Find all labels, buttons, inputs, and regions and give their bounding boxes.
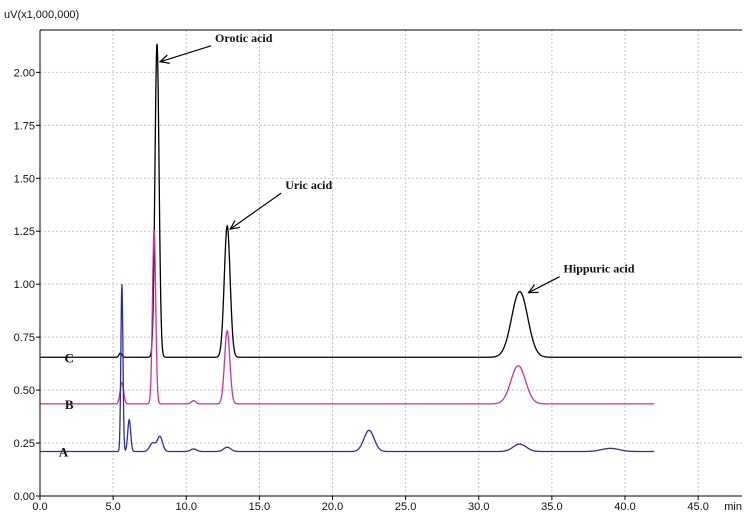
annotation-arrow-head — [158, 54, 170, 64]
y-tick-label: 1.50 — [14, 173, 35, 185]
trace-label-b: B — [65, 397, 74, 412]
ticks-layer: 0.0 5.0 10.0 15.0 20.0 25.0 30.0 35.0 40.0 45.0 0.… — [14, 67, 709, 512]
y-tick-label: 1.75 — [14, 120, 35, 132]
trace-label-a: A — [59, 445, 69, 460]
axis-layer — [39, 29, 742, 497]
y-tick-label: 0.25 — [14, 438, 35, 450]
annotation-arrow-head — [527, 284, 539, 294]
y-tick-label: 1.00 — [14, 279, 35, 291]
annotation-arrow-line — [159, 45, 212, 63]
grid-layer — [40, 30, 742, 496]
trace-b — [40, 230, 655, 405]
annotation-label: Uric acid — [285, 178, 332, 192]
x-tick-label: 30.0 — [468, 501, 489, 512]
x-tick-label: 40.0 — [614, 501, 635, 512]
x-tick-label: 5.0 — [105, 501, 120, 512]
trace-a — [40, 284, 655, 453]
annotation-arrow-head — [229, 220, 241, 230]
y-tick-label: 2.00 — [14, 67, 35, 79]
trace-c — [40, 43, 742, 358]
trace-label-c: C — [65, 350, 74, 365]
x-tick-label: 25.0 — [395, 501, 416, 512]
x-tick-label: 35.0 — [541, 501, 562, 512]
x-axis-label: min — [724, 501, 742, 512]
x-tick-label: 15.0 — [249, 501, 270, 512]
x-tick-label: 0.0 — [32, 501, 47, 512]
series-layer — [40, 43, 742, 453]
x-tick-label: 45.0 — [687, 501, 708, 512]
x-tick-label: 10.0 — [176, 501, 197, 512]
annotation-label: Hippuric acid — [564, 262, 635, 276]
annotation-arrow-line — [528, 276, 560, 294]
annotation-arrow-line — [229, 192, 282, 230]
y-tick-label: 0.50 — [14, 385, 35, 397]
y-axis-label: uV(x1,000,000) — [4, 9, 79, 21]
y-tick-label: 0.00 — [14, 491, 35, 503]
annotation-label: Orotic acid — [215, 31, 273, 45]
y-tick-label: 1.25 — [14, 226, 35, 238]
y-tick-label: 0.75 — [14, 332, 35, 344]
x-tick-label: 20.0 — [322, 501, 343, 512]
annotation-layer: Orotic acid Uric acid Hippuric acid — [158, 31, 635, 294]
trace-label-layer: C B A — [59, 350, 74, 459]
